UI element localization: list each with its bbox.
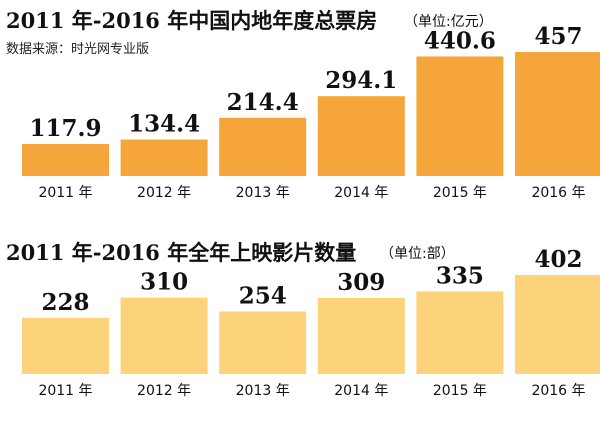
box-office-bar-chart: 117.9 2011 年 134.4 2012 年 214.4 2013 年 294.1 20…	[22, 23, 600, 201]
bar-value-label: 228	[41, 289, 89, 316]
bar-value-label: 310	[140, 269, 188, 296]
category-label: 2015 年	[433, 185, 487, 201]
bar	[515, 275, 600, 374]
chart-title: 2011 年-2016 年中国内地年度总票房	[6, 8, 378, 33]
box-office-chart-panel: 2011 年-2016 年中国内地年度总票房 （单位:亿元） 数据来源：时光网专…	[0, 0, 600, 215]
bar	[317, 96, 405, 176]
category-label: 2011 年	[38, 383, 92, 399]
bar	[22, 144, 109, 176]
bar-value-label: 134.4	[128, 111, 200, 138]
category-label: 2011 年	[38, 185, 92, 201]
chart-title: 2011 年-2016 年全年上映影片数量	[6, 240, 357, 265]
bar	[416, 56, 504, 176]
bar	[22, 317, 109, 374]
category-label: 2013 年	[236, 383, 290, 399]
bar-value-label: 335	[436, 263, 484, 290]
bar	[317, 297, 405, 374]
bar	[120, 139, 208, 176]
category-label: 2016 年	[531, 185, 585, 201]
bar	[120, 297, 208, 374]
bar-value-label: 254	[239, 282, 287, 309]
film-count-bar-chart: 228 2011 年 310 2012 年 254 2013 年 309 2014 年 335 2…	[22, 246, 600, 399]
bar-value-label: 294.1	[325, 67, 397, 94]
bar-value-label: 117.9	[29, 115, 101, 142]
bar	[219, 117, 307, 176]
category-label: 2016 年	[531, 383, 585, 399]
category-label: 2014 年	[334, 383, 388, 399]
bar-value-label: 440.6	[424, 27, 496, 54]
category-label: 2013 年	[236, 185, 290, 201]
bar-value-label: 457	[534, 23, 582, 50]
category-label: 2012 年	[137, 383, 191, 399]
category-label: 2014 年	[334, 185, 388, 201]
bar	[416, 291, 504, 374]
bar-value-label: 309	[337, 269, 385, 296]
bar	[515, 52, 600, 176]
data-source-label: 数据来源：时光网专业版	[6, 42, 150, 57]
category-label: 2015 年	[433, 383, 487, 399]
category-label: 2012 年	[137, 185, 191, 201]
bar	[219, 311, 307, 374]
film-count-chart-panel: 2011 年-2016 年全年上映影片数量 （单位:部） 228 2011 年 31…	[0, 230, 600, 433]
unit-label: （单位:亿元）	[404, 14, 493, 30]
bar-value-label: 214.4	[227, 89, 299, 116]
unit-label: （单位:部）	[380, 246, 455, 262]
bar-value-label: 402	[534, 246, 582, 273]
